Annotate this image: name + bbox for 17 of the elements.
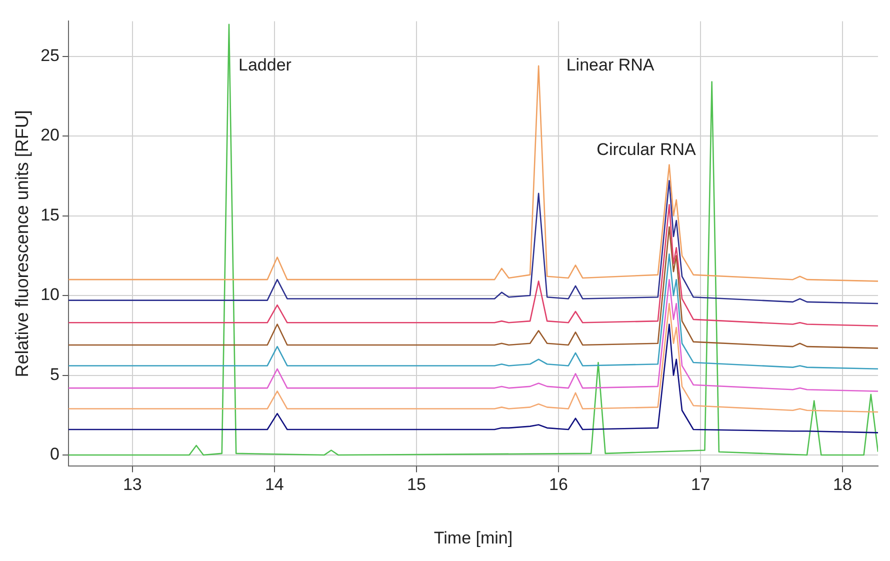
y-axis-title: Relative fluorescence units [RFU] bbox=[12, 110, 32, 378]
x-tick-label: 14 bbox=[264, 475, 284, 494]
y-tick-label: 15 bbox=[40, 205, 60, 224]
x-tick-label: 15 bbox=[406, 475, 426, 494]
y-tick-label: 5 bbox=[50, 364, 60, 384]
annotation: Ladder bbox=[238, 55, 292, 74]
annotation: Circular RNA bbox=[596, 140, 697, 159]
x-tick-label: 13 bbox=[122, 475, 142, 494]
y-tick-label: 25 bbox=[40, 46, 60, 65]
x-tick-label: 17 bbox=[691, 475, 710, 494]
y-tick-label: 10 bbox=[40, 285, 60, 304]
y-tick-label: 0 bbox=[50, 444, 60, 464]
x-axis-title: Time [min] bbox=[434, 528, 513, 548]
x-tick-label: 18 bbox=[833, 475, 852, 494]
x-tick-label: 16 bbox=[549, 475, 568, 494]
annotation: Linear RNA bbox=[566, 55, 655, 74]
y-tick-label: 20 bbox=[40, 126, 60, 145]
